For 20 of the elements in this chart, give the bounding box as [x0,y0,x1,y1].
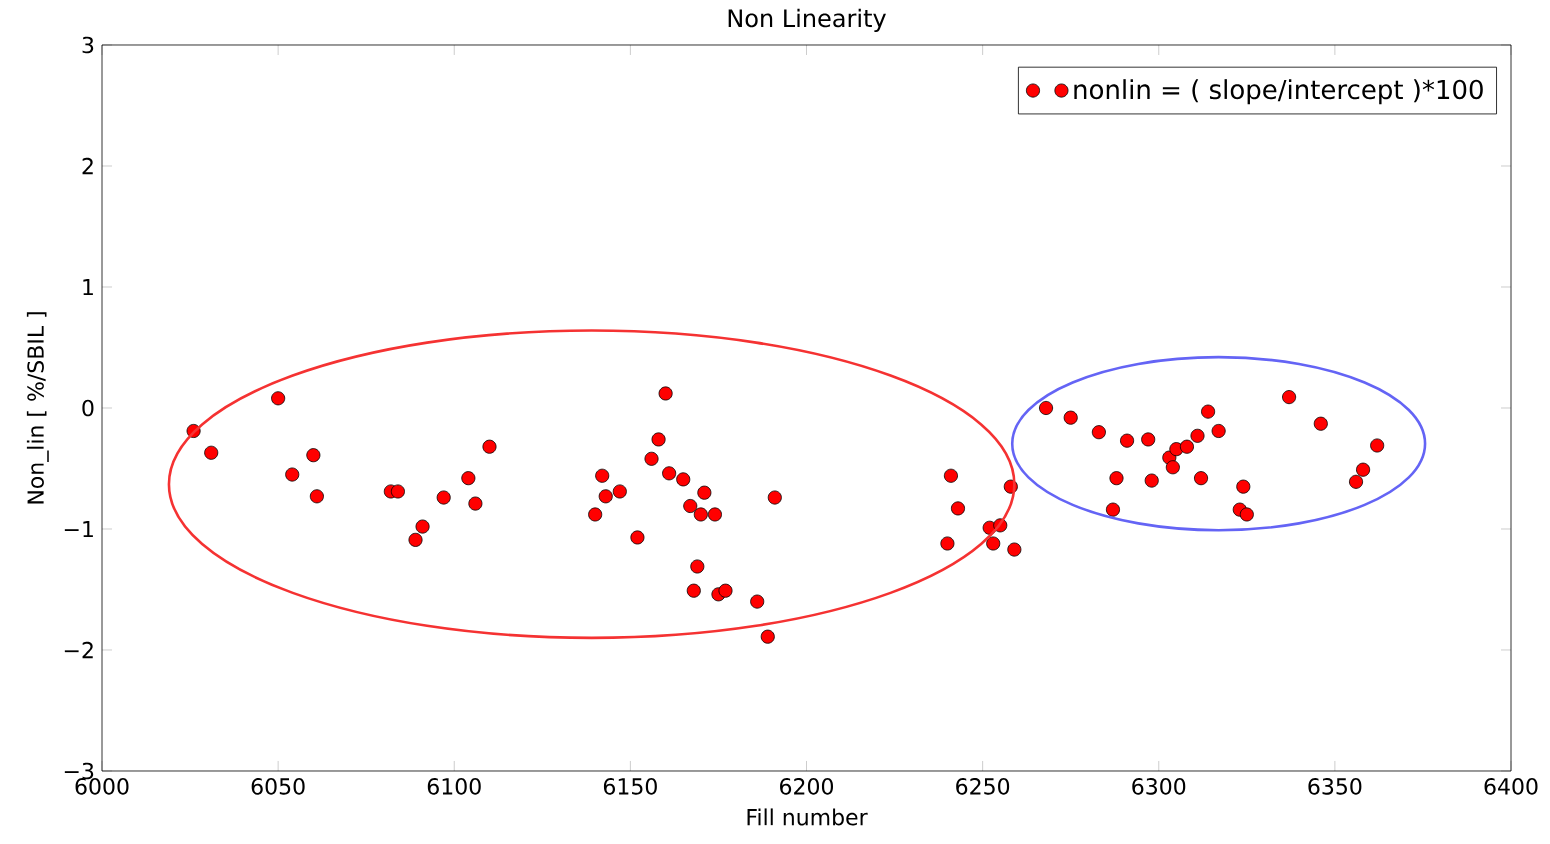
x-tick-label: 6400 [1484,778,1538,795]
x-tick-label: 6050 [251,778,305,795]
y-tick-label: 0 [82,399,94,417]
x-tick-label: 6100 [427,778,481,795]
y-tick-label: 2 [82,157,93,175]
x-tick-label: 6300 [1132,778,1186,795]
x-tick-label: 6150 [603,778,657,795]
y-tick-label: −1 [64,520,93,538]
x-tick-label: 6000 [75,778,129,795]
y-tick-label: 1 [83,278,93,296]
x-tick-label: 6350 [1308,778,1362,795]
x-axis-title: Fill number [747,808,868,826]
chart-title: Non Linearity [728,8,886,32]
y-axis-title: Non_lin [ %/SBIL ] [26,312,49,504]
y-tick-label: −2 [64,641,93,659]
x-tick-label: 6250 [956,778,1010,795]
x-tick-label: 6200 [780,778,834,795]
y-tick-label: −3 [64,762,94,780]
y-tick-label: 3 [82,36,94,54]
legend-label: nonlin = ( slope/intercept )*100 [1074,79,1483,105]
